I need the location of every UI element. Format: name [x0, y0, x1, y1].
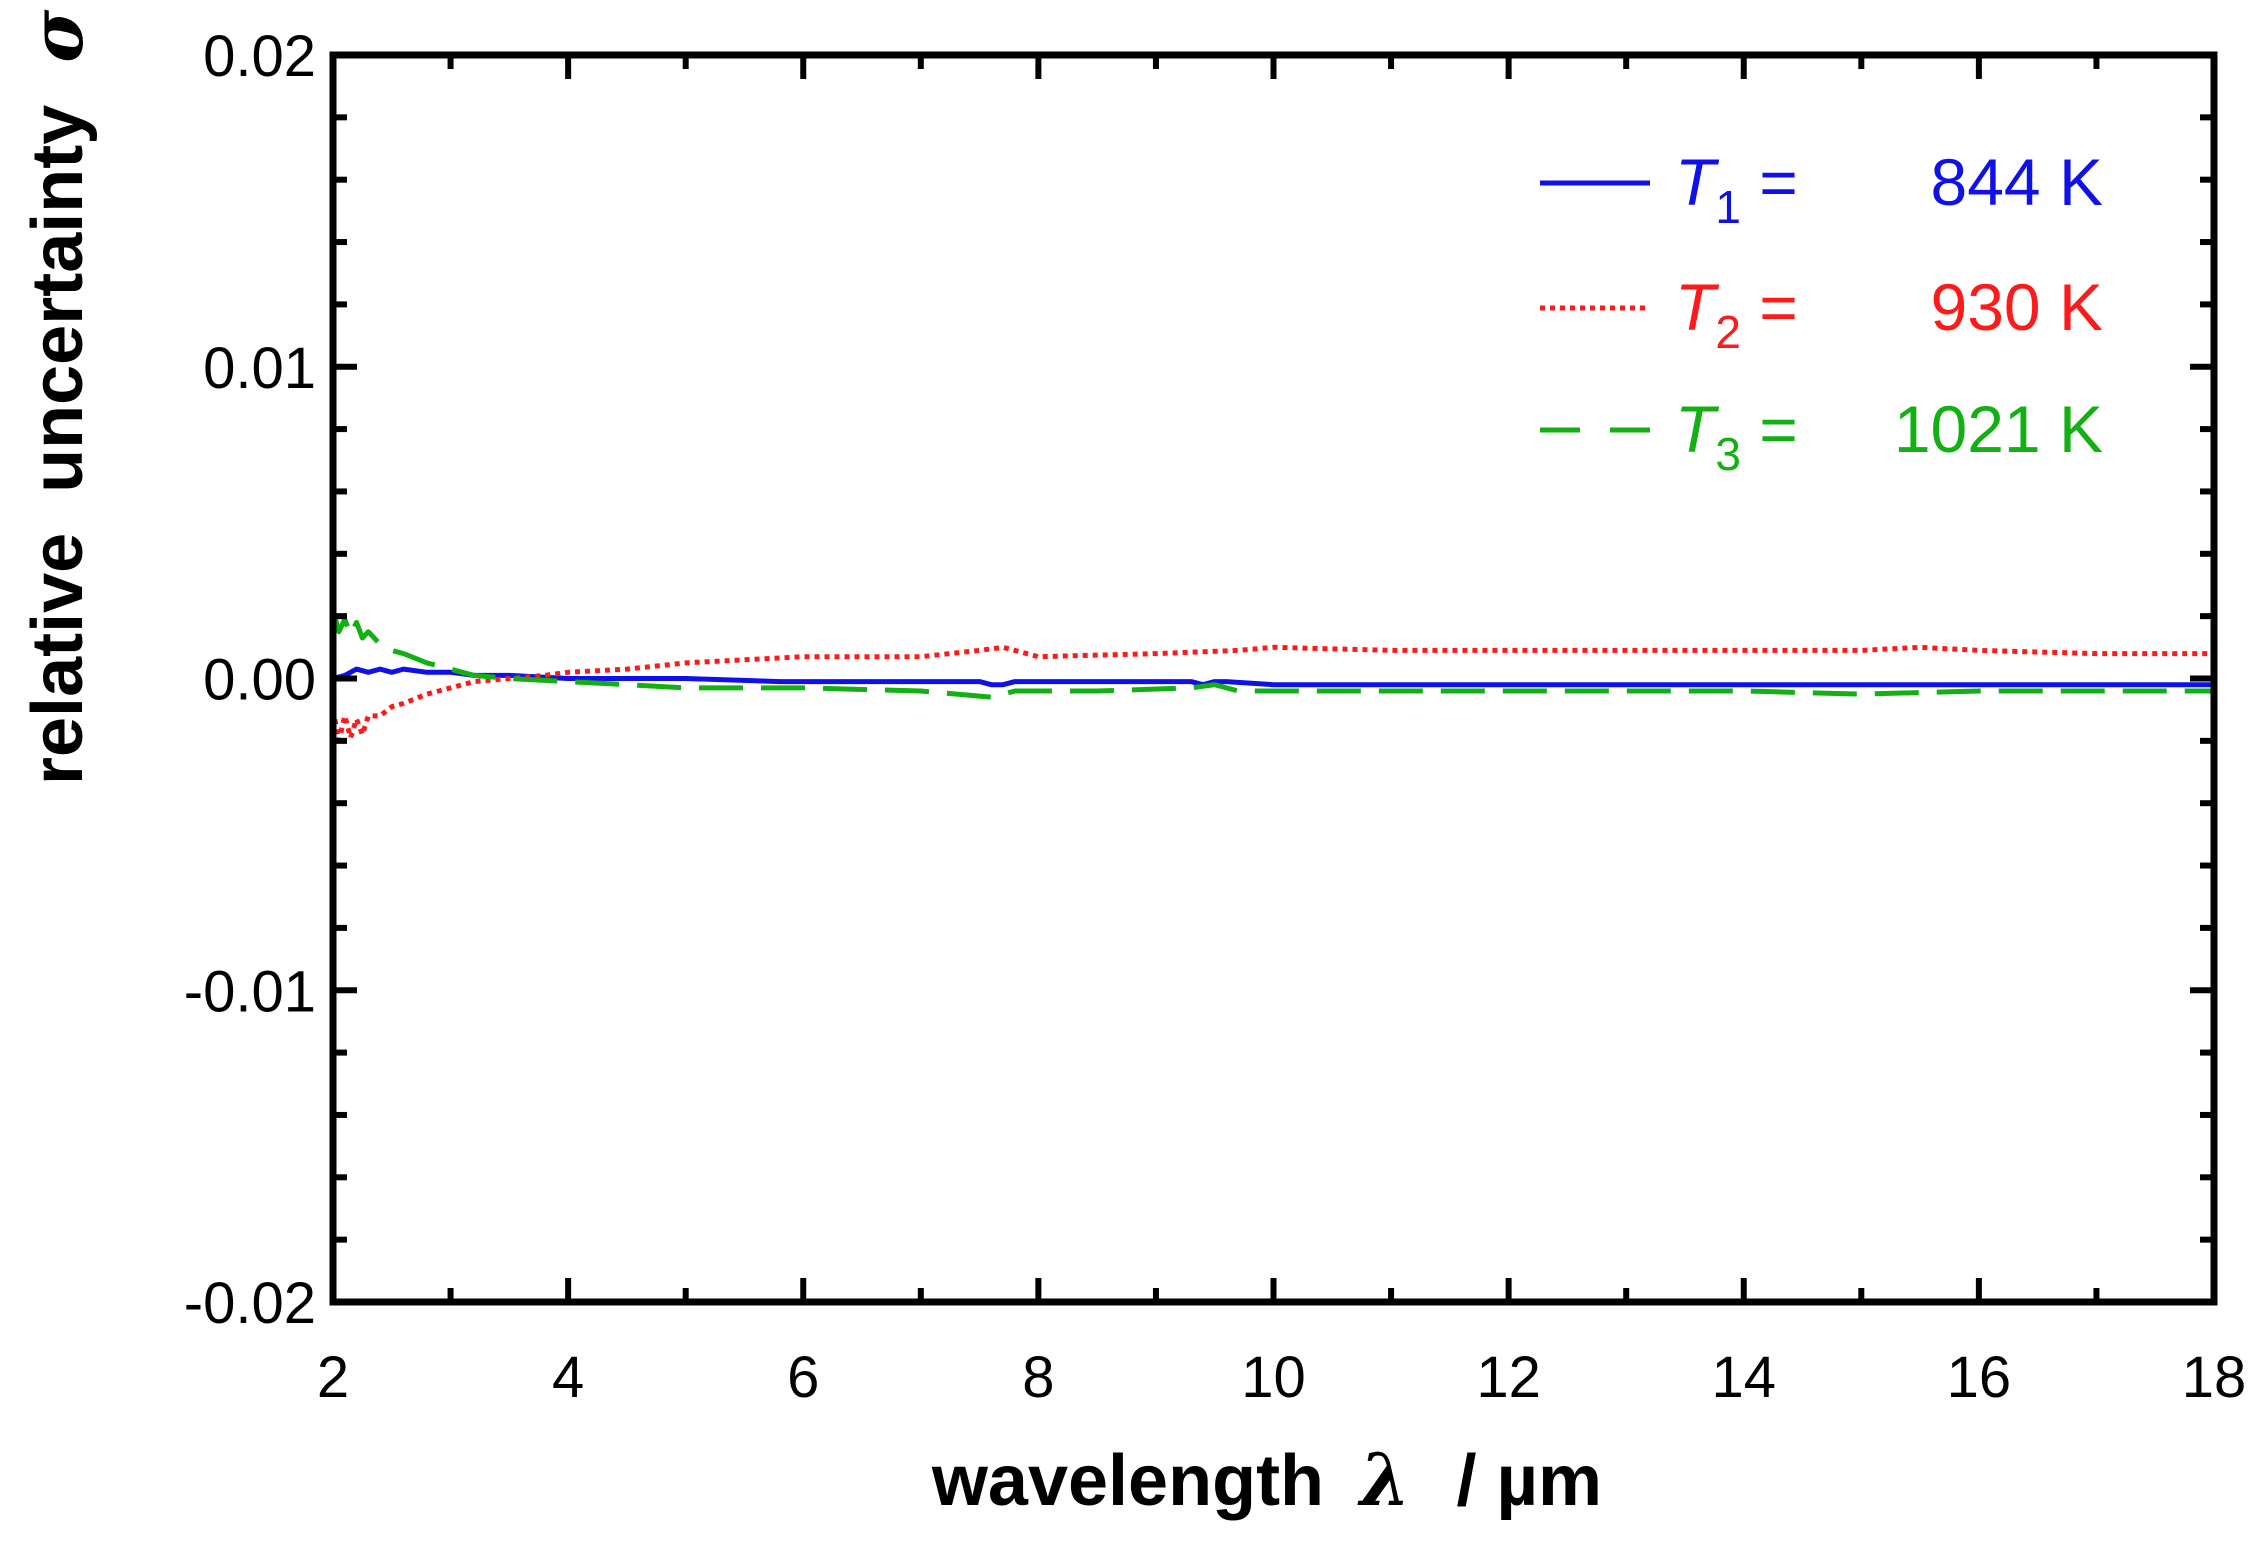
x-tick-label: 6 [787, 1345, 819, 1410]
y-tick-label: -0.01 [184, 959, 316, 1024]
legend-var: T [1675, 392, 1720, 466]
legend-value-t3: 1021 K [1894, 392, 2103, 466]
legend-equals: = [1741, 270, 1798, 344]
x-tick-label: 16 [1947, 1345, 2012, 1410]
legend: T1 = 844 KT2 = 930 KT3 = 1021 K [1540, 145, 2103, 480]
legend-subscript: 1 [1715, 181, 1741, 233]
x-tick-label: 8 [1022, 1345, 1054, 1410]
legend-label-t2: T2 = [1675, 270, 1798, 358]
tick-labels: 2 4 6 8 10 12 14 16 18-0.02-0.010.000.010.02 [184, 24, 2246, 1410]
x-tick-label: 12 [1476, 1345, 1541, 1410]
x-axis-title: wavelength λ / µm [931, 1437, 1602, 1522]
y-tick-label: 0.01 [203, 336, 316, 401]
x-tick-label: 18 [2182, 1345, 2247, 1410]
legend-label-t3: T3 = [1675, 392, 1798, 480]
x-tick-label: 4 [552, 1345, 584, 1410]
legend-subscript: 3 [1715, 428, 1741, 480]
x-axis-label: wavelength [931, 1441, 1324, 1521]
y-axis-label: relative uncertainty [18, 105, 98, 785]
y-tick-label: -0.02 [184, 1271, 316, 1336]
x-tick-label: 2 [317, 1345, 349, 1410]
y-axis-symbol: σ [14, 9, 99, 63]
x-tick-label: 10 [1241, 1345, 1306, 1410]
legend-var: T [1675, 270, 1720, 344]
y-axis-title: relative uncertainty σ [14, 9, 99, 785]
legend-value-t2: 930 K [1931, 270, 2103, 344]
legend-label-t1: T1 = [1675, 145, 1798, 233]
y-tick-label: 0.02 [203, 24, 316, 89]
x-axis-unit: / µm [1457, 1441, 1603, 1521]
x-axis-symbol: λ [1357, 1437, 1410, 1522]
series-line-t3 [330, 609, 2214, 700]
legend-subscript: 2 [1715, 306, 1741, 358]
axes-layer [329, 51, 2218, 1306]
legend-equals: = [1741, 145, 1798, 219]
x-tick-label: 14 [1711, 1345, 1776, 1410]
legend-equals: = [1741, 392, 1798, 466]
y-tick-label: 0.00 [203, 648, 316, 713]
legend-var: T [1675, 145, 1720, 219]
legend-value-t1: 844 K [1931, 145, 2103, 219]
series-line-t1 [332, 666, 2214, 688]
series-line-t2 [330, 644, 2214, 744]
series-layer [330, 609, 2214, 744]
